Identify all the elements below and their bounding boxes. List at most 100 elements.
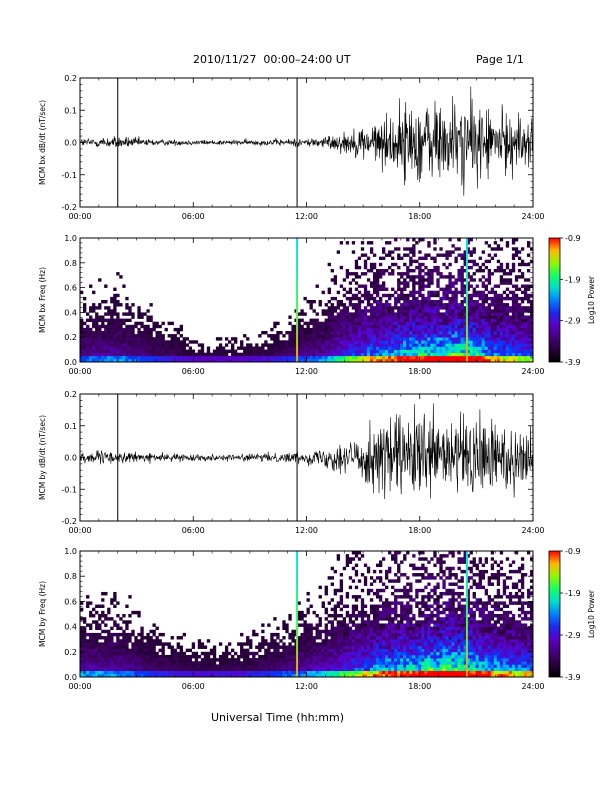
spectrogram-cell [291, 632, 295, 637]
spectrogram-cell [86, 349, 90, 353]
spectrogram-cell [481, 303, 485, 307]
spectrogram-cell [375, 331, 380, 335]
spectrogram-cell [149, 673, 153, 678]
spectrogram-cell [92, 334, 96, 338]
spectrogram-cell [246, 667, 250, 671]
spectrogram-cell [406, 667, 410, 671]
spectrogram-cell [345, 296, 350, 301]
spectrogram-cell [92, 331, 96, 335]
spectrogram-cell [409, 673, 413, 678]
spectrogram-cell [306, 324, 310, 329]
spectrogram-cell [403, 284, 407, 288]
spectrogram-cell [366, 566, 371, 571]
spectrogram-cell [89, 355, 93, 360]
figure-title: 2010/11/27 00:00–24:00 UT [193, 53, 351, 66]
spectrogram-cell [363, 563, 368, 568]
spectrogram-cell [369, 667, 374, 671]
spectrogram-cell [394, 352, 398, 357]
spectrogram-cell [499, 303, 504, 307]
spectrogram-cell [363, 670, 368, 675]
spectrogram-cell [321, 601, 325, 605]
spectrogram-cell [403, 614, 407, 618]
spectrogram-cell [436, 253, 440, 257]
spectrogram-cell [336, 557, 341, 561]
spectrogram-cell [92, 667, 96, 671]
spectrogram-cell [318, 670, 322, 675]
spectrogram-cell [279, 343, 283, 347]
spectrogram-cell [143, 340, 147, 344]
spectrogram-cell [460, 303, 464, 307]
spectrogram-cell [231, 664, 235, 668]
spectrogram-cell [375, 620, 380, 624]
spectrogram-cell [391, 331, 395, 335]
spectrogram-cell [391, 312, 395, 316]
spectrogram-cell [505, 272, 510, 276]
spectrogram-cell [460, 272, 464, 276]
spectrogram-cell [397, 321, 401, 326]
spectrogram-cell [427, 281, 431, 285]
spectrogram-cell [391, 661, 395, 665]
spectrogram-cell [526, 315, 531, 319]
spectrogram-cell [463, 287, 467, 291]
spectrogram-cell [394, 312, 398, 316]
spectrogram-cell [514, 293, 519, 298]
spectrogram-cell [203, 645, 208, 649]
spectrogram-cell [279, 664, 283, 668]
spectrogram-cell [89, 632, 93, 637]
spectrogram-cell [460, 284, 464, 288]
spectrogram-cell [279, 331, 283, 335]
spectrogram-cell [273, 670, 277, 675]
spectrogram-cell [472, 358, 476, 363]
spectrogram-cell [92, 658, 96, 662]
spectrogram-cell [369, 648, 374, 653]
spectrogram-cell [360, 642, 365, 646]
spectrogram-cell [354, 303, 359, 307]
spectrogram-cell [264, 349, 268, 353]
spectrogram-cell [161, 667, 165, 671]
spectrogram-cell [360, 645, 365, 649]
spectrogram-cell [406, 582, 410, 586]
spectrogram-cell [375, 290, 380, 295]
spectrogram-cell [360, 284, 365, 288]
spectrogram-cell [339, 626, 344, 631]
spectrogram-cell [403, 673, 407, 678]
spectrogram-cell [400, 358, 404, 363]
spectrogram-cell [315, 284, 319, 288]
spectrogram-cell [375, 312, 380, 316]
spectrogram-cell [110, 352, 114, 357]
spectrogram-cell [478, 352, 482, 357]
spectrogram-cell [137, 334, 141, 338]
spectrogram-cell [125, 626, 129, 631]
spectrogram-cell [469, 293, 473, 298]
spectrogram-cell [173, 651, 177, 656]
spectrogram-cell [406, 340, 410, 344]
spectrogram-cell [511, 352, 516, 357]
spectrogram-cell [170, 658, 174, 662]
spectrogram-cell [146, 664, 150, 668]
spectrogram-cell [382, 610, 386, 615]
spectrogram-cell [418, 651, 422, 656]
spectrogram-cell [110, 327, 114, 332]
spectrogram-cell [409, 337, 413, 341]
spectrogram-cell [421, 306, 425, 310]
spectrogram-cell [288, 337, 292, 341]
spectrogram-cell [110, 355, 114, 360]
spectrogram-cell [315, 352, 319, 357]
spectrogram-cell [146, 309, 150, 313]
spectrogram-cell [282, 343, 286, 347]
spectrogram-cell [345, 331, 350, 335]
spectrogram-cell [406, 303, 410, 307]
spectrogram-cell [288, 331, 292, 335]
spectrogram-cell [394, 337, 398, 341]
spectrogram-cell [529, 312, 534, 316]
spectrogram-cell [517, 331, 522, 335]
spectrogram-cell [342, 623, 347, 627]
spectrogram-cell [400, 355, 404, 360]
spectrogram-cell [469, 284, 473, 288]
spectrogram-cell [406, 601, 410, 605]
spectrogram-cell [514, 343, 519, 347]
spectrogram-cell [436, 327, 440, 332]
spectrogram-cell [339, 343, 344, 347]
spectrogram-cell [246, 346, 250, 350]
spectrogram-cell [339, 620, 344, 624]
